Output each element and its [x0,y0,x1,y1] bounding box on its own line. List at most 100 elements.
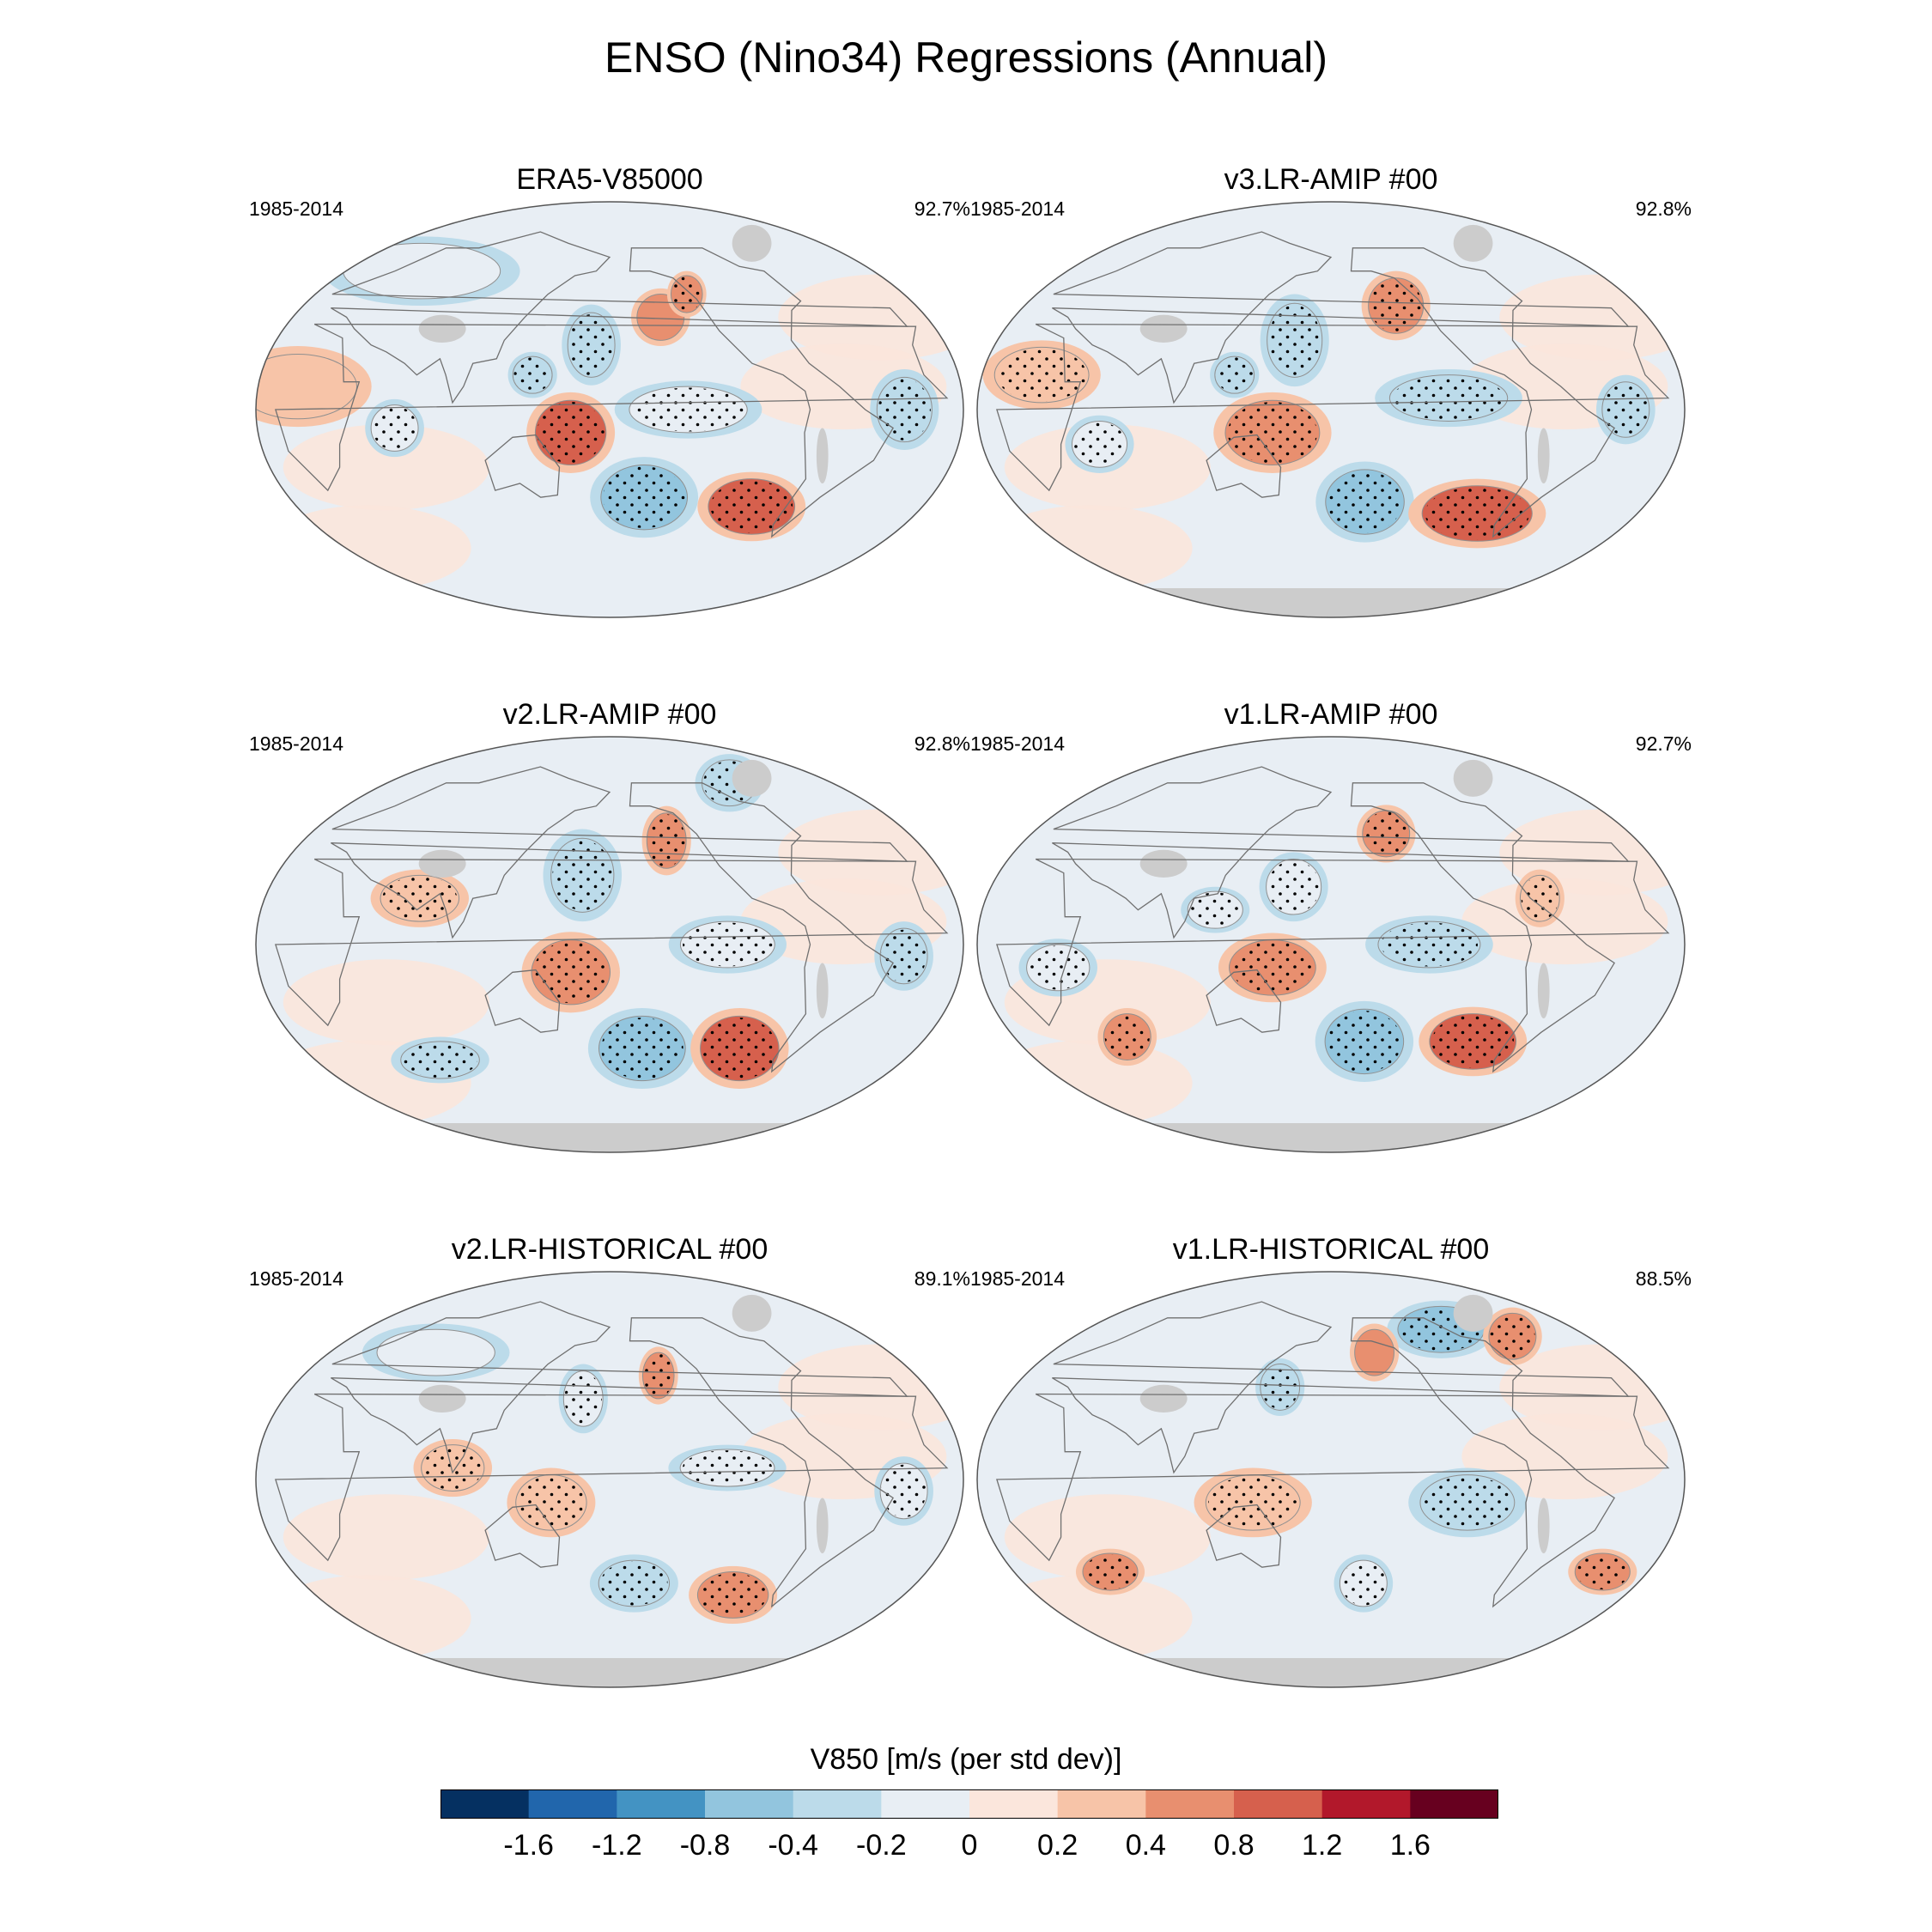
land-mask [816,963,829,1019]
significance-stipple [1521,876,1559,920]
colorbar-box [881,1789,970,1819]
coastline [1052,231,1630,404]
colorbar-tick-label: 1.2 [1302,1829,1343,1862]
significance-stipple [382,876,458,920]
map-boundary [255,201,964,618]
background-band [1004,1494,1211,1581]
colorbar-box [1145,1789,1235,1819]
land-mask [1537,428,1550,484]
positive-anomaly [1354,1328,1394,1376]
significance-stipple [1227,402,1318,464]
significance-stipple [682,1450,773,1485]
colorbar-box [1410,1789,1498,1819]
panel-title: v1.LR-HISTORICAL #00 [1172,1233,1490,1266]
significance-stipple [1231,941,1314,994]
regression-map [255,1271,964,1688]
land-mask [1537,963,1550,1019]
colorbar-tick-label: 0.8 [1213,1829,1255,1862]
significance-stipple [517,1476,586,1529]
significance-stipple [1603,383,1649,436]
significance-stipple [671,276,702,312]
antarctica-mask [256,1123,963,1152]
significance-stipple [996,349,1087,402]
significance-stipple [422,1446,483,1491]
panel-period: 1985-2014 [249,197,343,220]
map-panel-era5: ERA5-V85000 1985-2014 92.7% [249,163,970,627]
regression-map [976,736,1686,1153]
land-mask [816,428,829,484]
regression-map [976,1271,1686,1688]
significance-stipple [710,480,793,533]
coastline [331,231,908,404]
colorbar-box [1234,1789,1323,1819]
colorbar-tick-label: 0.2 [1037,1829,1078,1862]
negative-anomaly [343,242,501,300]
colorbar-tick-label: 0.4 [1125,1829,1166,1862]
significance-stipple [1576,1554,1629,1589]
significance-stipple [552,840,613,911]
significance-stipple [878,379,931,440]
panel-pattern-correlation: 88.5% [1635,1267,1692,1290]
land-mask [1139,849,1188,878]
panel-title: v2.LR-HISTORICAL #00 [451,1233,769,1266]
significance-stipple [537,402,605,464]
map-boundary [255,736,964,1153]
background-band [264,505,471,592]
significance-stipple [1268,305,1321,376]
significance-stipple [1215,357,1254,393]
coastline [1052,766,1630,939]
page-title: ENSO (Nino34) Regressions (Annual) [604,33,1328,82]
antarctica-mask [977,588,1685,617]
significance-stipple [1340,1561,1386,1606]
land-mask [1453,1294,1493,1332]
panel-pattern-correlation: 92.7% [914,197,970,220]
significance-stipple [683,922,773,967]
antarctica-mask [977,1123,1685,1152]
significance-stipple [699,1572,767,1617]
map-panel-v3-amip: v3.LR-AMIP #00 1985-2014 92.8% [970,163,1692,627]
significance-stipple [1490,1314,1535,1358]
colorbar-tick-label: -0.8 [679,1829,731,1862]
positive-anomaly [256,353,358,420]
significance-stipple [513,357,551,393]
panel-pattern-correlation: 89.1% [914,1267,970,1290]
colorbar-box [440,1789,530,1819]
coastline [996,1393,1670,1562]
land-mask [732,1294,772,1332]
coastline [1052,1301,1630,1474]
panel-pattern-correlation: 92.8% [1635,197,1692,220]
significance-stipple [881,929,927,983]
colorbar-tick-label: -1.2 [592,1829,642,1862]
map-boundary [976,1271,1686,1688]
panel-period: 1985-2014 [970,1267,1065,1290]
coastline [996,323,1670,492]
land-mask [732,759,772,797]
significance-stipple [1422,1476,1513,1529]
panel-title: ERA5-V85000 [516,163,703,196]
colorbar-box [793,1789,882,1819]
panel-title: v2.LR-AMIP #00 [502,698,717,731]
significance-stipple [568,313,614,376]
coastline [484,969,561,1033]
coastline [1206,1504,1282,1568]
colorbar-tick-label: -0.4 [768,1829,818,1862]
significance-stipple [403,1042,478,1078]
background-band [264,1575,471,1662]
significance-stipple [1188,892,1242,928]
land-mask [816,1498,829,1554]
land-mask [1453,224,1493,262]
significance-stipple [881,1464,927,1518]
panel-pattern-correlation: 92.7% [1635,732,1692,755]
colorbar-tick-label: 1.6 [1389,1829,1431,1862]
panel-period: 1985-2014 [970,732,1065,755]
coastline [275,1393,949,1562]
land-mask [1139,1384,1188,1413]
significance-stipple [1327,471,1403,533]
colorbar [440,1789,1498,1819]
coastline [1206,434,1282,498]
coastline [1206,969,1282,1033]
significance-stipple [564,1372,602,1425]
coastline [331,1301,908,1474]
land-mask [732,224,772,262]
colorbar-tick-label: -1.6 [503,1829,554,1862]
